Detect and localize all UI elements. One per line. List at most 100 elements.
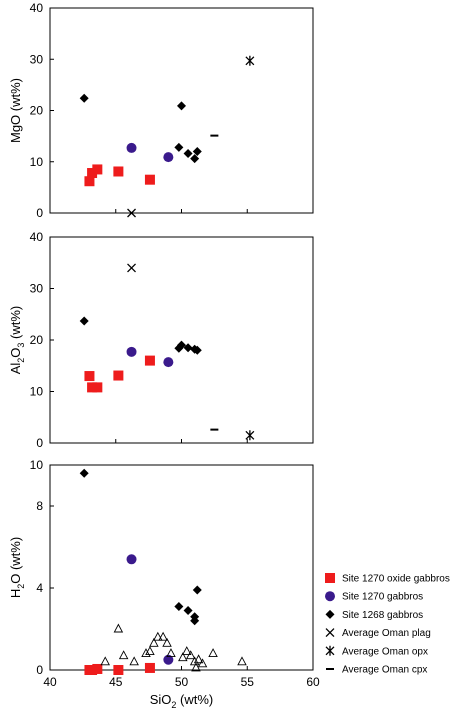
- data-point: [149, 637, 159, 647]
- y-axis-label: MgO (wt%): [8, 78, 23, 143]
- series-0: [84, 662, 155, 675]
- series-4: [245, 55, 255, 66]
- data-point: [163, 152, 174, 163]
- legend-label: Site 1268 gabbros: [342, 610, 423, 621]
- data-point: [189, 656, 200, 666]
- data-point: [79, 316, 89, 326]
- series-0: [84, 355, 155, 393]
- data-point: [166, 648, 176, 658]
- legend-item: Site 1270 gabbros: [325, 591, 423, 603]
- data-point: [126, 554, 137, 565]
- data-point: [92, 382, 103, 393]
- legend-label: Average Oman cpx: [342, 665, 427, 676]
- y-tick-label: 10: [30, 458, 44, 472]
- y-tick-label: 0: [36, 206, 43, 220]
- series-3: [100, 623, 247, 672]
- data-point: [197, 658, 208, 668]
- series-2: [79, 93, 202, 164]
- data-point: [126, 346, 137, 357]
- y-tick-label: 8: [36, 499, 43, 513]
- data-point: [185, 650, 196, 660]
- legend-item: Site 1268 gabbros: [325, 609, 423, 621]
- data-point: [174, 142, 184, 152]
- series-3: [127, 263, 136, 273]
- legend-item: Average Oman opx: [325, 645, 428, 657]
- legend-marker: [325, 645, 335, 656]
- data-point: [245, 55, 255, 66]
- x-tick-label: 40: [43, 675, 57, 689]
- data-point: [177, 340, 186, 350]
- data-point: [192, 147, 202, 156]
- data-point: [192, 345, 202, 355]
- data-point: [113, 166, 124, 177]
- legend-marker: [325, 591, 335, 602]
- data-point: [183, 606, 193, 616]
- data-point: [182, 646, 192, 655]
- data-point: [100, 656, 110, 666]
- y-tick-label: 20: [30, 333, 44, 347]
- data-point: [87, 665, 98, 675]
- x-tick-label: 60: [306, 675, 320, 689]
- y-tick-label: 30: [30, 282, 44, 296]
- data-point: [84, 176, 95, 187]
- y-tick-label: 10: [30, 385, 44, 399]
- x-tick-label: 50: [175, 675, 189, 689]
- legend-item: Average Oman cpx: [326, 665, 427, 676]
- y-tick-label: 0: [36, 436, 43, 450]
- data-point: [144, 174, 155, 185]
- data-point: [174, 601, 184, 611]
- data-point: [113, 665, 124, 675]
- y-tick-label: 20: [30, 104, 44, 118]
- data-point: [153, 631, 163, 641]
- y-tick-label: 10: [30, 155, 44, 169]
- data-point: [92, 663, 103, 674]
- data-point: [144, 355, 155, 366]
- chart-panel-bottom: 0 4 8 10 40 45 50 55 60 H2O (wt%) SiO2 (wt%): [8, 458, 320, 710]
- legend-label: Average Oman opx: [342, 646, 428, 657]
- legend-label: Site 1270 oxide gabbros: [342, 574, 450, 585]
- legend-item: Average Oman plag: [325, 628, 431, 639]
- data-point: [183, 343, 193, 353]
- y-tick-label: 40: [30, 1, 44, 15]
- data-point: [126, 142, 137, 153]
- data-point: [178, 652, 188, 662]
- series-1: [126, 346, 174, 368]
- data-point: [192, 585, 202, 595]
- data-point: [237, 656, 247, 666]
- y-tick-label: 4: [36, 581, 43, 595]
- series-2: [79, 316, 202, 355]
- y-axis-label: H2O (wt%): [8, 537, 26, 598]
- legend-label: Site 1270 gabbros: [342, 592, 423, 603]
- data-point: [145, 646, 155, 655]
- legend-marker: [325, 609, 335, 619]
- series-1: [126, 142, 174, 163]
- data-point: [141, 648, 151, 658]
- data-point: [113, 370, 124, 381]
- series-2: [79, 468, 202, 626]
- data-point: [84, 371, 95, 382]
- y-axis-label: Al2O3 (wt%): [8, 306, 26, 375]
- data-point: [190, 616, 200, 626]
- chart-panel-middle: 0 10 20 30 40 Al2O3 (wt%): [8, 230, 314, 450]
- data-point: [163, 357, 174, 368]
- x-tick-label: 45: [109, 675, 123, 689]
- data-point: [162, 637, 172, 647]
- data-point: [118, 650, 129, 660]
- data-point: [190, 154, 200, 164]
- data-point: [129, 656, 139, 666]
- data-point: [92, 164, 103, 175]
- series-1: [126, 554, 174, 665]
- series-3: [127, 208, 136, 218]
- data-point: [87, 168, 98, 179]
- data-point: [208, 648, 218, 658]
- data-point: [163, 654, 174, 665]
- legend: Site 1270 oxide gabbros Site 1270 gabbros…: [325, 573, 450, 676]
- data-point: [183, 149, 193, 159]
- legend-label: Average Oman plag: [342, 628, 431, 639]
- series-4: [245, 430, 255, 441]
- data-point: [158, 631, 168, 641]
- data-point: [87, 382, 98, 393]
- data-point: [79, 468, 89, 478]
- chart-panel-top: 0 10 20 30 40 MgO (wt%): [8, 1, 314, 220]
